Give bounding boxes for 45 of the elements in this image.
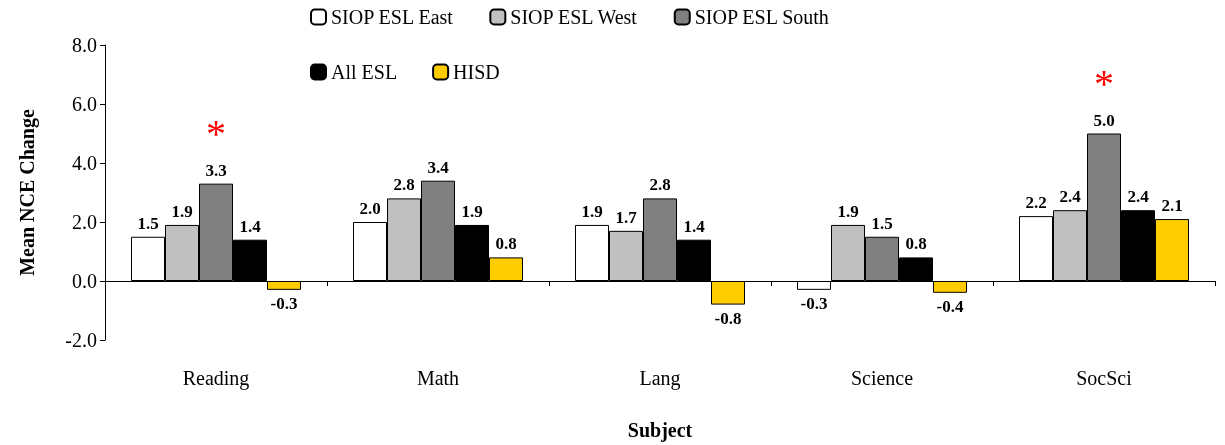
x-tick-label: Math bbox=[416, 367, 460, 389]
legend-label: All ESL bbox=[331, 61, 398, 83]
data-label: -0.8 bbox=[714, 308, 742, 328]
data-label: 3.3 bbox=[205, 160, 227, 180]
x-tick-label: Reading bbox=[182, 367, 250, 390]
data-label: 1.9 bbox=[581, 201, 603, 221]
data-label: 1.4 bbox=[683, 216, 706, 236]
y-tick-label: 8.0 bbox=[72, 34, 97, 56]
data-label: 5.0 bbox=[1093, 110, 1115, 130]
legend-label: HISD bbox=[453, 61, 500, 83]
x-tick-label: Lang bbox=[639, 367, 681, 390]
data-label: -0.3 bbox=[800, 293, 828, 313]
data-label: 1.4 bbox=[239, 216, 262, 236]
y-tick-label: -2.0 bbox=[65, 329, 97, 351]
x-tick-label: Science bbox=[850, 367, 914, 389]
legend-label: SIOP ESL East bbox=[331, 6, 454, 28]
x-tick-label: SocSci bbox=[1076, 367, 1133, 389]
data-label: 0.8 bbox=[495, 234, 517, 254]
data-label: 2.0 bbox=[359, 199, 381, 218]
y-axis-title: Mean NCE Change bbox=[16, 109, 39, 276]
data-label: 1.5 bbox=[871, 213, 893, 233]
data-label: 1.7 bbox=[615, 207, 638, 227]
data-label: 3.4 bbox=[427, 157, 450, 177]
data-label: 2.4 bbox=[1127, 187, 1150, 207]
y-tick-label: 0.0 bbox=[72, 270, 97, 292]
y-tick-label: 2.0 bbox=[72, 211, 97, 233]
data-label: 1.9 bbox=[837, 201, 859, 221]
data-label: 2.8 bbox=[393, 175, 415, 195]
annotation: * bbox=[206, 111, 226, 157]
data-label: 2.4 bbox=[1059, 187, 1082, 207]
legend-label: SIOP ESL South bbox=[694, 6, 829, 28]
annotation: * bbox=[1094, 61, 1114, 106]
data-label: 1.9 bbox=[171, 201, 193, 221]
data-label: 1.9 bbox=[461, 201, 483, 221]
data-label: 0.8 bbox=[905, 234, 927, 254]
y-tick-label: 4.0 bbox=[72, 152, 97, 174]
data-label: 1.5 bbox=[137, 213, 159, 233]
data-label: -0.3 bbox=[270, 293, 298, 313]
data-label: 2.1 bbox=[1161, 196, 1183, 216]
y-tick-label: 6.0 bbox=[72, 93, 97, 115]
data-label: 2.2 bbox=[1025, 193, 1047, 213]
legend-label: SIOP ESL West bbox=[510, 6, 638, 28]
data-label: 2.8 bbox=[649, 175, 671, 195]
data-label: -0.4 bbox=[936, 296, 964, 316]
x-axis-title: Subject bbox=[627, 419, 693, 442]
